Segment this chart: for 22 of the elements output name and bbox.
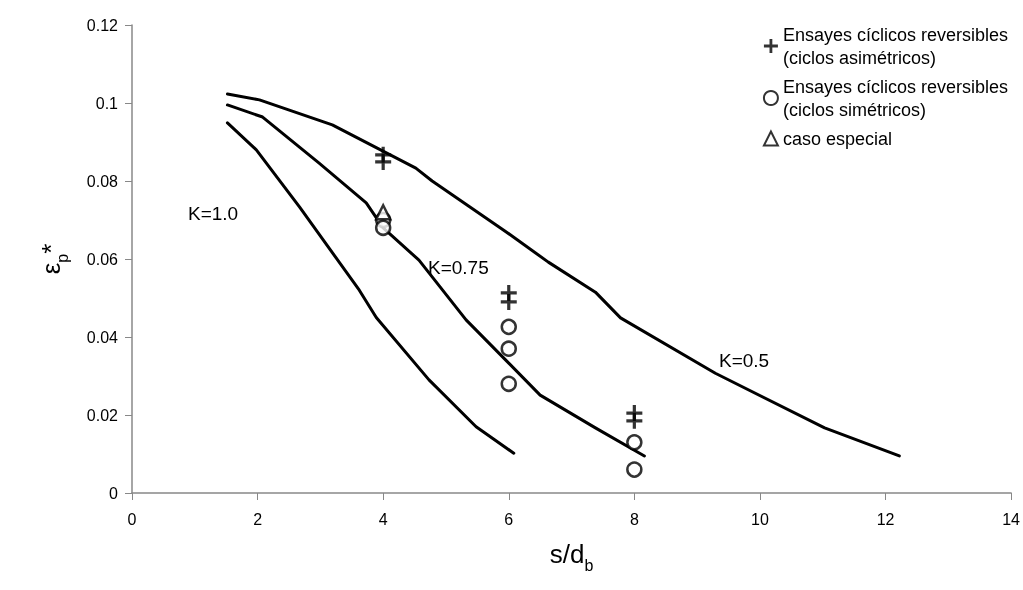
legend-label: Ensayes cíclicos reversibles (ciclos simétricos) <box>782 76 1009 120</box>
legend-label: caso especial <box>782 128 892 149</box>
x-tick-label: 12 <box>876 510 895 528</box>
annotation: K=0.5 <box>719 349 770 371</box>
x-tick-label: 0 <box>127 510 137 528</box>
y-tick-label: 0 <box>109 484 119 502</box>
y-tick-label: 0.08 <box>86 172 119 190</box>
annotation: K=0.75 <box>428 256 489 278</box>
x-tick-label: 14 <box>1002 510 1021 528</box>
legend-label: Ensayes cíclicos reversibles (ciclos asimétricos) <box>782 24 1009 68</box>
y-tick-label: 0.12 <box>86 16 119 34</box>
y-axis-title: εp* <box>36 243 71 275</box>
y-tick-label: 0.02 <box>86 406 119 424</box>
annotation: K=1.0 <box>188 202 239 224</box>
y-tick-label: 0.04 <box>86 328 119 346</box>
x-tick-label: 6 <box>504 510 514 528</box>
x-tick-label: 10 <box>751 510 769 528</box>
x-tick-label: 8 <box>629 510 639 528</box>
y-tick-label: 0.06 <box>86 250 119 268</box>
y-tick-label: 0.1 <box>95 94 119 112</box>
x-tick-label: 2 <box>253 510 263 528</box>
x-tick-label: 4 <box>378 510 388 528</box>
